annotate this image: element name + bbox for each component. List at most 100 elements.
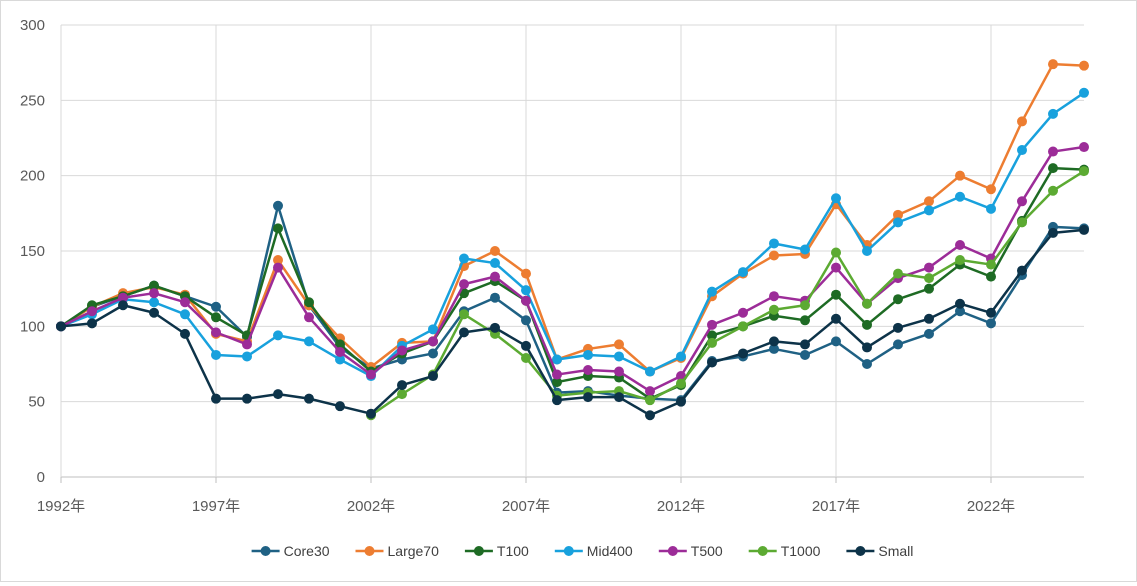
data-point <box>986 271 996 282</box>
data-point <box>831 193 841 204</box>
data-point <box>800 244 810 255</box>
legend-label: Core30 <box>284 543 330 559</box>
data-point <box>521 268 531 279</box>
data-point <box>862 342 872 353</box>
data-point <box>707 286 717 297</box>
legend-marker <box>473 546 484 556</box>
legend-item: T500 <box>658 543 723 559</box>
data-point <box>645 366 655 377</box>
x-tick-label: 2007年 <box>502 498 550 515</box>
data-point <box>831 336 841 347</box>
data-point <box>428 348 438 359</box>
data-point <box>242 339 252 350</box>
data-point <box>800 349 810 360</box>
data-point <box>211 301 221 312</box>
data-point <box>87 306 97 317</box>
data-point <box>273 330 283 341</box>
data-point <box>335 339 345 350</box>
data-point <box>211 349 221 360</box>
data-point <box>893 322 903 333</box>
series-line <box>60 228 1085 417</box>
data-point <box>614 392 624 403</box>
data-point <box>614 339 624 350</box>
series-line <box>60 166 1085 400</box>
data-point <box>1079 87 1089 98</box>
data-point <box>304 336 314 347</box>
data-point <box>862 319 872 330</box>
data-point <box>645 410 655 421</box>
data-point <box>521 315 531 326</box>
data-point <box>676 396 686 407</box>
legend-label: T100 <box>497 543 529 559</box>
data-point <box>490 292 500 303</box>
data-point <box>273 389 283 400</box>
data-point <box>800 339 810 350</box>
data-point <box>924 313 934 324</box>
data-point <box>893 217 903 228</box>
data-point <box>893 339 903 350</box>
data-point <box>955 239 965 250</box>
data-point <box>1079 166 1089 177</box>
data-point <box>273 223 283 234</box>
legend-marker <box>855 546 866 556</box>
data-point <box>459 253 469 264</box>
data-point <box>1048 163 1058 174</box>
data-point <box>521 340 531 351</box>
data-point <box>366 369 376 380</box>
data-point <box>769 238 779 249</box>
legend-label: T500 <box>691 543 723 559</box>
data-point <box>986 259 996 270</box>
data-point <box>893 209 903 220</box>
data-point <box>459 279 469 290</box>
data-point <box>676 378 686 389</box>
data-point <box>893 268 903 279</box>
data-point <box>955 306 965 317</box>
data-point <box>986 307 996 318</box>
data-point <box>738 321 748 332</box>
data-point <box>521 352 531 363</box>
data-point <box>986 184 996 195</box>
data-point <box>118 292 128 303</box>
data-point <box>428 371 438 382</box>
data-point <box>459 309 469 320</box>
data-point <box>645 386 655 397</box>
data-point <box>707 337 717 348</box>
legend-marker <box>757 546 768 556</box>
grid-lines <box>60 24 1084 478</box>
data-point <box>149 307 159 318</box>
data-point <box>366 408 376 419</box>
legend-marker <box>260 546 271 556</box>
data-point <box>800 315 810 326</box>
data-point <box>304 297 314 308</box>
series-core30 <box>56 200 1089 406</box>
series-line <box>370 170 1085 417</box>
series-t100 <box>56 163 1089 404</box>
data-point <box>149 297 159 308</box>
legend-item: Core30 <box>251 543 330 559</box>
data-point <box>180 297 190 308</box>
data-point <box>180 328 190 339</box>
data-point <box>1048 59 1058 70</box>
legend-item: T100 <box>464 543 529 559</box>
data-point <box>738 267 748 278</box>
data-point <box>769 336 779 347</box>
data-point <box>831 289 841 300</box>
data-point <box>1048 185 1058 196</box>
data-point <box>428 324 438 335</box>
legend-label: Large70 <box>388 543 440 559</box>
legend-label: Small <box>878 543 913 559</box>
data-point <box>862 246 872 256</box>
data-point <box>397 380 407 391</box>
data-point <box>335 354 345 365</box>
data-point <box>211 393 221 404</box>
data-point <box>924 283 934 294</box>
legend-label: Mid400 <box>587 543 633 559</box>
data-point <box>769 304 779 315</box>
data-point <box>335 346 345 357</box>
data-point <box>273 262 283 273</box>
data-point <box>955 170 965 181</box>
data-point <box>490 271 500 282</box>
data-point <box>304 312 314 323</box>
data-point <box>56 321 66 332</box>
series-line <box>60 62 1085 373</box>
